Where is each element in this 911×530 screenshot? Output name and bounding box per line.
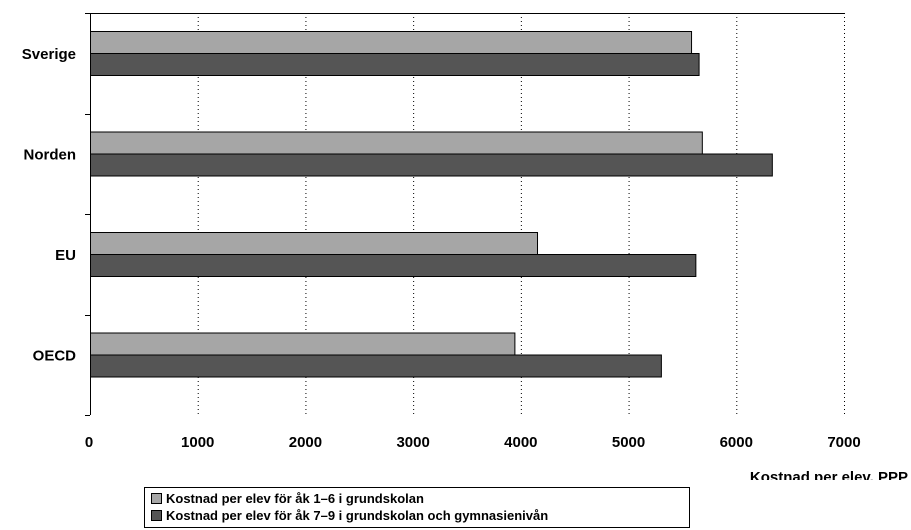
x-tick-label-6000: 6000 xyxy=(720,434,753,451)
x-tick-label-7000: 7000 xyxy=(827,434,860,451)
category-label-eu: EU xyxy=(55,247,76,264)
axes xyxy=(85,13,844,416)
x-tick-label-3000: 3000 xyxy=(396,434,429,451)
x-tick-label-5000: 5000 xyxy=(612,434,645,451)
bar-oecd-series-1 xyxy=(90,332,516,356)
legend: Kostnad per elev för åk 1–6 i grundskola… xyxy=(144,487,690,528)
legend-label-series-2: Kostnad per elev för åk 7–9 i grundskola… xyxy=(166,508,549,523)
legend-swatch-series-2 xyxy=(151,510,162,521)
category-labels: Sverige Norden EU OECD xyxy=(22,46,76,365)
legend-label-series-1: Kostnad per elev för åk 1–6 i grundskola… xyxy=(166,491,424,506)
x-tick-label-1000: 1000 xyxy=(181,434,214,451)
bar-eu-series-2 xyxy=(90,254,697,277)
x-axis-title: Kostnad per elev, PPP xyxy=(750,469,908,480)
category-label-norden: Norden xyxy=(24,147,77,164)
bar-norden-series-2 xyxy=(90,153,773,177)
x-tick-labels: 0 1000 2000 3000 4000 5000 6000 7000 xyxy=(85,434,861,451)
x-tick-label-4000: 4000 xyxy=(504,434,537,451)
bar-oecd-series-2 xyxy=(90,354,662,378)
bars xyxy=(90,31,773,378)
category-label-sverige: Sverige xyxy=(22,46,76,63)
bar-sverige-series-2 xyxy=(90,53,700,76)
bar-norden-series-1 xyxy=(90,131,703,155)
legend-item-series-1: Kostnad per elev för åk 1–6 i grundskola… xyxy=(151,490,689,507)
legend-item-series-2: Kostnad per elev för åk 7–9 i grundskola… xyxy=(151,507,689,524)
category-label-oecd: OECD xyxy=(33,348,77,365)
x-tick-label-0: 0 xyxy=(85,434,93,451)
grid-lines xyxy=(197,13,845,415)
legend-swatch-series-1 xyxy=(151,493,162,504)
x-tick-label-2000: 2000 xyxy=(289,434,322,451)
bar-sverige-series-1 xyxy=(90,31,693,54)
bar-chart: Sverige Norden EU OECD 0 1000 2000 3000 4000 500… xyxy=(22,13,908,480)
bar-eu-series-1 xyxy=(90,232,539,255)
